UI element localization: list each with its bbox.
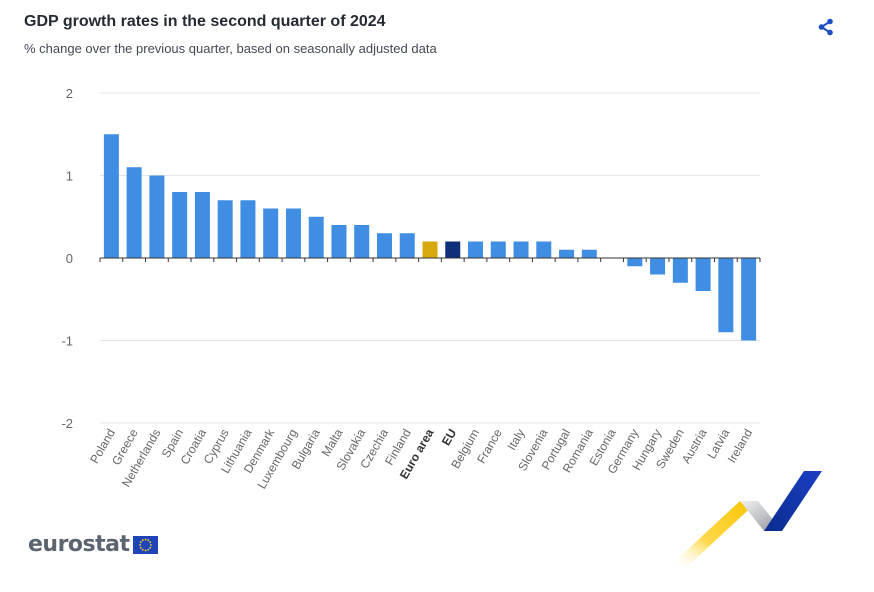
zero-axis: [99, 257, 761, 262]
bar-italy[interactable]: [513, 241, 529, 259]
bar-slovenia[interactable]: [536, 241, 552, 259]
bar-luxembourg[interactable]: [285, 208, 301, 259]
bar-spain[interactable]: [172, 192, 188, 258]
bar-euro-area[interactable]: [422, 241, 438, 259]
y-tick-label: -1: [61, 334, 73, 349]
gridlines: [100, 92, 760, 424]
y-tick-label: -2: [61, 416, 73, 431]
bar-hungary[interactable]: [650, 258, 666, 275]
y-tick-label: 0: [66, 251, 73, 266]
bar-latvia[interactable]: [718, 258, 734, 333]
eurostat-logo: eurostat: [28, 533, 158, 557]
bar-ireland[interactable]: [741, 258, 757, 341]
chart-title: GDP growth rates in the second quarter o…: [24, 13, 386, 30]
share-icon[interactable]: [816, 17, 836, 37]
eu-flag-icon: [132, 536, 158, 554]
bar-poland[interactable]: [103, 134, 119, 258]
bar-austria[interactable]: [695, 258, 711, 291]
bar-germany[interactable]: [627, 258, 643, 267]
x-tick-label: EU: [439, 427, 459, 448]
bar-portugal[interactable]: [559, 249, 575, 258]
bar-denmark[interactable]: [263, 208, 279, 259]
bar-greece[interactable]: [126, 167, 142, 258]
chart-subtitle: % change over the previous quarter, base…: [24, 41, 437, 56]
bar-czechia[interactable]: [376, 233, 392, 258]
bar-finland[interactable]: [399, 233, 415, 258]
bar-romania[interactable]: [581, 249, 597, 258]
bar-netherlands[interactable]: [149, 175, 165, 259]
bar-eu[interactable]: [445, 241, 461, 259]
bar-cyprus[interactable]: [217, 200, 233, 258]
decorative-ribbon: [670, 471, 822, 566]
bars: [103, 134, 757, 341]
bar-lithuania[interactable]: [240, 200, 256, 258]
y-tick-label: 1: [66, 169, 73, 184]
bar-sweden[interactable]: [672, 258, 688, 283]
y-tick-label: 2: [66, 86, 73, 101]
bar-croatia[interactable]: [194, 192, 210, 258]
bar-france[interactable]: [490, 241, 506, 259]
bar-slovakia[interactable]: [354, 225, 370, 258]
bar-bulgaria[interactable]: [308, 216, 324, 258]
bar-malta[interactable]: [331, 225, 347, 258]
x-tick-label: Italy: [505, 427, 528, 453]
x-axis-labels: PolandGreeceNetherlandsSpainCroatiaCypru…: [87, 426, 755, 492]
eurostat-logo-text: eurostat: [28, 532, 130, 557]
bar-belgium[interactable]: [468, 241, 484, 259]
y-axis-ticks: 2 1 0 -1 -2: [61, 86, 73, 431]
